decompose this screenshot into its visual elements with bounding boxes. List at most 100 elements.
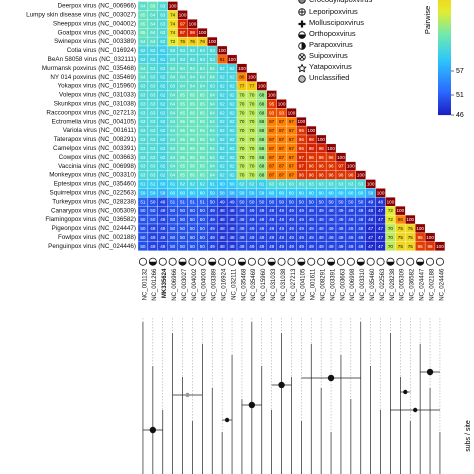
cell-value: 63 — [299, 181, 305, 186]
cell-value: 49 — [150, 244, 156, 249]
cell-value: 49 — [309, 226, 315, 231]
cell-value: 70 — [388, 244, 394, 249]
cell-value: 64 — [190, 84, 196, 89]
colorbar-step — [438, 29, 451, 32]
cell-value: 48 — [220, 226, 226, 231]
colorbar-step — [438, 17, 451, 20]
row-label: Yokapox virus (NC_015960) — [57, 83, 136, 90]
cell-value: 100 — [208, 39, 216, 44]
clade-icon — [277, 257, 286, 266]
row-label: Fowlpox virus (NC_002188) — [58, 234, 136, 241]
cell-value: 64 — [210, 110, 216, 115]
cell-value: 60 — [348, 190, 354, 195]
row-label: Raccoonpox virus (NC_027213) — [46, 109, 136, 116]
cell-value: 64 — [140, 39, 146, 44]
cell-value: 64 — [170, 110, 176, 115]
cell-value: 50 — [140, 235, 146, 240]
cell-value: 62 — [220, 75, 226, 80]
cell-value: 63 — [160, 21, 166, 26]
cell-value: 62 — [220, 164, 226, 169]
legend-icons — [297, 0, 307, 83]
cell-value: 49 — [348, 208, 354, 213]
cell-value: 49 — [239, 244, 245, 249]
column-label: NC_006966 — [172, 268, 178, 301]
cell-value: 64 — [170, 75, 176, 80]
cell-value: 50 — [210, 199, 216, 204]
cell-value: 59 — [259, 190, 265, 195]
column-label: NC_035469 — [251, 268, 257, 301]
cell-value: 100 — [248, 75, 256, 80]
cell-value: 50 — [170, 208, 176, 213]
cell-value: 96 — [319, 173, 325, 178]
cell-value: 50 — [180, 226, 186, 231]
cell-value: 48 — [220, 217, 226, 222]
clade-icon — [228, 257, 237, 266]
cell-value: 50 — [190, 226, 196, 231]
cell-value: 70 — [239, 119, 245, 124]
cell-value: 60 — [358, 190, 364, 195]
row-label: Murmansk poxvirus (NC_035468) — [42, 65, 136, 72]
column-label: NC_015960 — [261, 268, 267, 301]
cell-value: 49 — [338, 217, 344, 222]
cell-value: 47 — [378, 235, 384, 240]
colorbar-step — [438, 105, 451, 108]
cell-value: 64 — [210, 128, 216, 133]
cell-value: 70 — [249, 164, 255, 169]
colorbar-step — [438, 5, 451, 8]
clade-icon — [435, 257, 444, 266]
cell-value: 49 — [210, 217, 216, 222]
cell-value: 63 — [150, 75, 156, 80]
cell-value: 100 — [317, 137, 325, 142]
cell-value: 60 — [269, 190, 275, 195]
column-label: NC_001611 — [311, 268, 317, 300]
cell-value: 65 — [200, 101, 206, 106]
cell-value: 62 — [160, 101, 166, 106]
cell-value: 50 — [140, 208, 146, 213]
cell-value: 70 — [239, 128, 245, 133]
node-support — [403, 389, 408, 395]
cell-value: 64 — [210, 66, 216, 71]
colorbar-step — [438, 91, 451, 94]
cell-value: 75 — [398, 244, 404, 249]
cell-value: 62 — [160, 92, 166, 97]
clade-icon — [287, 257, 296, 266]
row-label: Monkeypox virus (NC_003310) — [49, 172, 136, 179]
cell-value: 63 — [150, 137, 156, 142]
cell-value: 64 — [210, 173, 216, 178]
cell-value: 50 — [200, 217, 206, 222]
cell-value: 100 — [436, 244, 444, 249]
cell-value: 62 — [229, 119, 235, 124]
cell-value: 63 — [210, 84, 216, 89]
cell-value: 70 — [239, 155, 245, 160]
cell-value: 98 — [190, 30, 196, 35]
colorbar-step — [438, 23, 451, 26]
cell-value: 64 — [170, 92, 176, 97]
cell-value: 62 — [229, 164, 235, 169]
cell-value: 65 — [180, 101, 186, 106]
legend-label: Orthopoxvirus — [309, 29, 356, 38]
cell-value: 65 — [200, 146, 206, 151]
cell-value: 63 — [150, 119, 156, 124]
colorbar-step — [438, 65, 451, 68]
colorbar-step — [438, 101, 451, 104]
cell-value: 65 — [200, 110, 206, 115]
cell-value: 65 — [140, 21, 146, 26]
cell-value: 65 — [180, 146, 186, 151]
cell-value: 61 — [210, 181, 216, 186]
row-label: Volepox virus (NC_031033) — [59, 92, 136, 99]
colorbar-step — [438, 9, 451, 12]
cell-value: 48 — [368, 208, 374, 213]
cell-value: 100 — [288, 110, 296, 115]
cell-value: 61 — [170, 181, 176, 186]
cell-value: 50 — [200, 244, 206, 249]
cell-value: 49 — [210, 226, 216, 231]
cell-value: 65 — [190, 119, 196, 124]
cell-value: 87 — [279, 119, 285, 124]
cell-value: 50 — [180, 235, 186, 240]
clade-icon-fill — [357, 261, 365, 266]
cell-value: 49 — [309, 235, 315, 240]
cell-value: 100 — [387, 199, 395, 204]
colorbar-step — [438, 27, 451, 30]
node-support — [248, 401, 256, 409]
cell-value: 63 — [338, 181, 344, 186]
